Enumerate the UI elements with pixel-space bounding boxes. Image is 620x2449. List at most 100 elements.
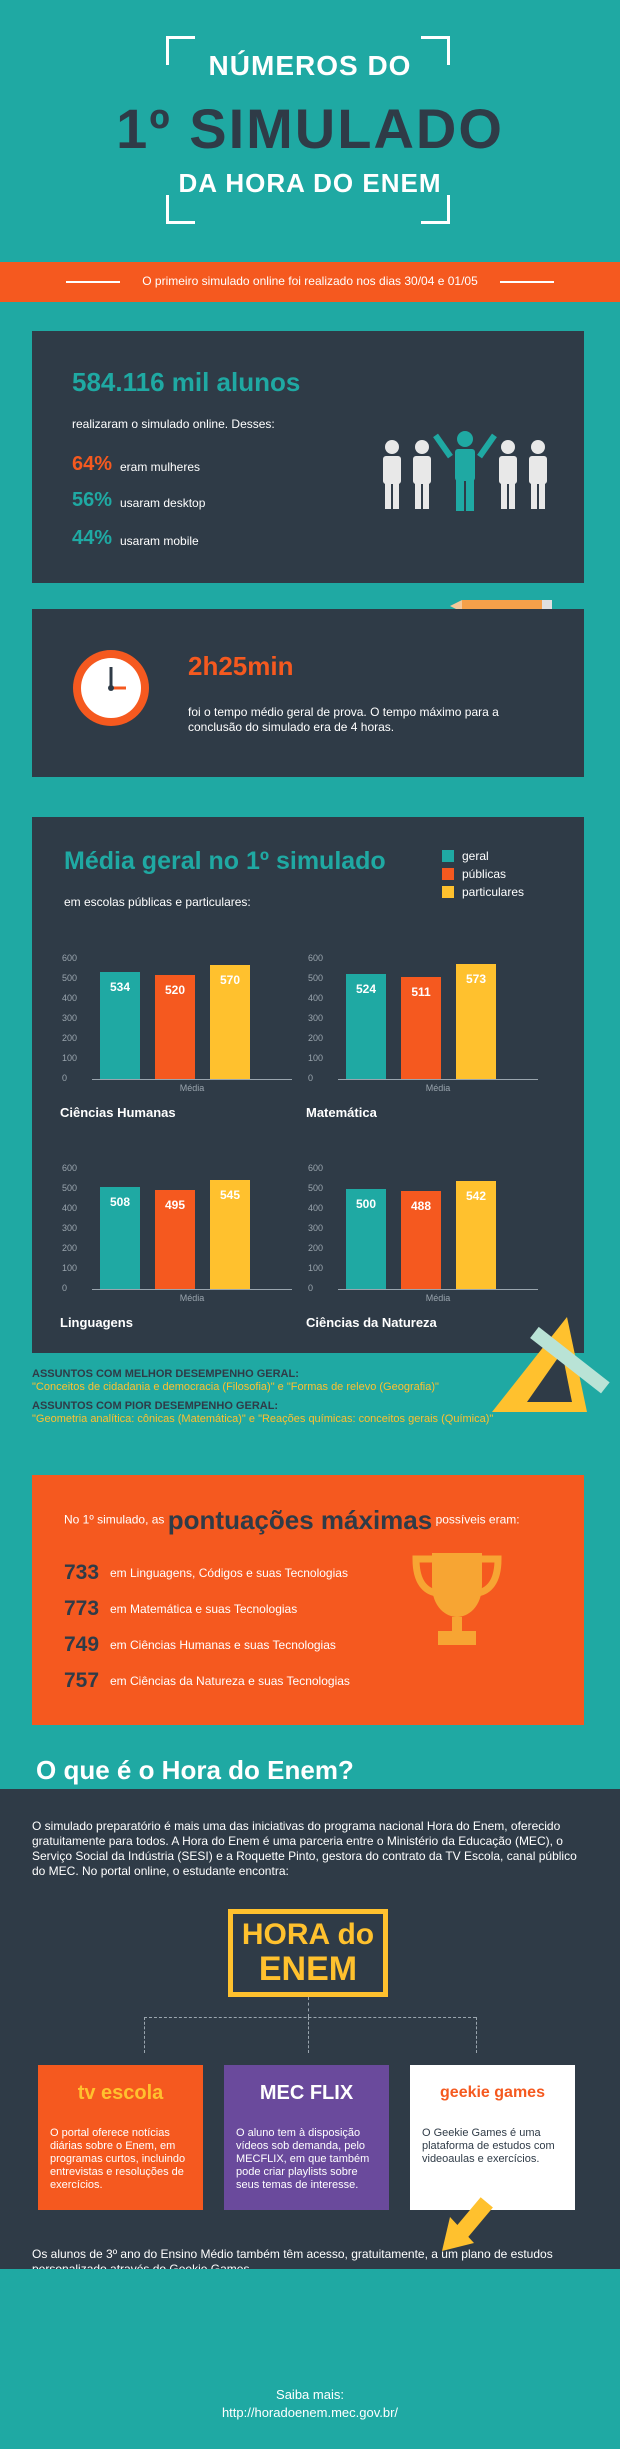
x-tick-label: Média bbox=[425, 1083, 451, 1093]
bar-value-label: 488 bbox=[410, 1199, 432, 1214]
x-axis bbox=[92, 1289, 292, 1290]
y-tick-label: 500 bbox=[308, 973, 324, 983]
bar: 573 bbox=[456, 964, 496, 1079]
students-headline: 584.116 mil alunos bbox=[72, 367, 301, 397]
max-score-item: 749 em Ciências Humanas e suas Tecnologia… bbox=[64, 1633, 336, 1656]
y-tick-label: 400 bbox=[62, 993, 78, 1003]
bar-value-label: 542 bbox=[465, 1188, 487, 1203]
time-headline: 2h25min bbox=[188, 651, 294, 681]
partner-name: MEC FLIX bbox=[259, 2081, 354, 2104]
y-tick-label: 200 bbox=[62, 1033, 78, 1043]
bar: 524 bbox=[346, 974, 386, 1079]
max-scores-highlight: pontuações máximas bbox=[167, 1505, 433, 1535]
trophy-icon bbox=[412, 1553, 502, 1645]
max-scores-intro: No 1º simulado, as pontuações máximas po… bbox=[64, 1505, 520, 1535]
date-band: O primeiro simulado online foi realizado… bbox=[0, 262, 620, 302]
partner-text: O Geekie Games é uma plataforma de estud… bbox=[422, 2127, 555, 2165]
partner-name: tv escola bbox=[77, 2081, 164, 2104]
chart-title: Linguagens bbox=[60, 1315, 133, 1330]
partner-mecflix: MEC FLIX O aluno tem à disposição vídeos… bbox=[224, 2065, 389, 2210]
hora-do-enem-logo: HORA do ENEM bbox=[228, 1909, 388, 1997]
bar-value-label: 570 bbox=[219, 973, 241, 987]
time-card: 2h25min foi o tempo médio geral de prova… bbox=[32, 609, 584, 777]
y-tick-label: 500 bbox=[62, 973, 78, 983]
bar-value-label: 511 bbox=[411, 984, 431, 999]
y-tick-label: 500 bbox=[308, 1183, 324, 1193]
max-score-item: 733 em Linguagens, Códigos e suas Tecnolo… bbox=[64, 1561, 348, 1584]
x-tick-label: Média bbox=[179, 1083, 205, 1093]
students-card: 584.116 mil alunos realizaram o simulado… bbox=[32, 331, 584, 583]
y-tick-label: 400 bbox=[308, 993, 324, 1003]
y-tick-label: 600 bbox=[62, 953, 78, 963]
y-tick-label: 0 bbox=[62, 1073, 68, 1083]
max-scores-list: 733 em Linguagens, Códigos e suas Tecnolo… bbox=[64, 1555, 424, 1699]
stat-value-women: 64% bbox=[72, 453, 113, 475]
partner-geekie-games: geekie games O Geekie Games é uma plataf… bbox=[410, 2065, 575, 2210]
footer-url[interactable]: http://horadoenem.mec.gov.br/ bbox=[221, 2405, 399, 2420]
legend-publicas: públicas bbox=[442, 865, 524, 883]
y-tick-label: 300 bbox=[308, 1223, 324, 1233]
header-line-3: DA HORA DO ENEM bbox=[178, 168, 442, 198]
bar: 488 bbox=[401, 1191, 441, 1289]
partner-text: O aluno tem à disposição vídeos sob dema… bbox=[236, 2127, 370, 2191]
y-tick-label: 300 bbox=[308, 1013, 324, 1023]
stat-value-mobile: 44% bbox=[72, 527, 113, 549]
bar: 542 bbox=[456, 1180, 496, 1289]
stat-label-mobile: usaram mobile bbox=[120, 534, 199, 548]
connector-line bbox=[144, 2017, 476, 2018]
y-tick-label: 600 bbox=[308, 953, 324, 963]
legend-particulares: particulares bbox=[442, 883, 524, 901]
legend-geral: geral bbox=[442, 847, 524, 865]
arrow-icon bbox=[442, 2197, 493, 2251]
averages-card: Média geral no 1º simulado em escolas pú… bbox=[32, 817, 610, 1412]
bar: 520 bbox=[155, 975, 195, 1079]
stat-label-desktop: usaram desktop bbox=[120, 496, 206, 510]
bar: 511 bbox=[401, 976, 441, 1079]
bar-value-label: 500 bbox=[355, 1197, 377, 1211]
averages-title: Média geral no 1º simulado bbox=[64, 847, 386, 875]
about-text: O simulado preparatório é mais uma das i… bbox=[32, 1819, 577, 1878]
bar-value-label: 524 bbox=[355, 982, 377, 997]
bar: 570 bbox=[210, 965, 250, 1079]
bar: 500 bbox=[346, 1189, 386, 1289]
connector-line bbox=[308, 2017, 309, 2053]
about-section: O simulado preparatório é mais uma das i… bbox=[0, 1789, 620, 2276]
bar: 534 bbox=[100, 972, 140, 1079]
bar-value-label: 520 bbox=[164, 983, 186, 997]
worst-topics-text: "Geometria analítica: cônicas (Matemátic… bbox=[32, 1413, 494, 1425]
averages-subtitle: em escolas públicas e particulares: bbox=[64, 895, 251, 909]
x-tick-label: Média bbox=[425, 1293, 451, 1303]
bar-chart: 0 100 200 300 400 500 600 534 520 570 Média bbox=[62, 953, 302, 1105]
y-tick-label: 400 bbox=[308, 1203, 324, 1213]
about-title: O que é o Hora do Enem? bbox=[36, 1755, 354, 1785]
bar: 508 bbox=[100, 1187, 140, 1289]
students-subtitle: realizaram o simulado online. Desses: bbox=[72, 417, 275, 431]
header-line-1: NÚMEROS DO bbox=[208, 50, 412, 81]
footer-label: Saiba mais: bbox=[276, 2387, 344, 2402]
y-tick-label: 0 bbox=[308, 1283, 314, 1293]
bar-chart: 0 100 200 300 400 500 600 500 488 542 Média bbox=[308, 1163, 548, 1315]
y-tick-label: 500 bbox=[62, 1183, 78, 1193]
stat-label-women: eram mulheres bbox=[120, 460, 201, 474]
y-tick-label: 100 bbox=[62, 1263, 78, 1273]
max-score-item: 773 em Matemática e suas Tecnologias bbox=[64, 1597, 298, 1620]
worst-topics-title: ASSUNTOS COM PIOR DESEMPENHO GERAL: bbox=[32, 1400, 279, 1412]
stat-value-desktop: 56% bbox=[72, 489, 113, 511]
x-axis bbox=[338, 1079, 538, 1080]
chart-title: Ciências Humanas bbox=[60, 1105, 176, 1120]
triangle-ruler-icon bbox=[492, 1317, 610, 1412]
time-text: foi o tempo médio geral de prova. O temp… bbox=[188, 705, 499, 734]
max-score-item: 757 em Ciências da Natureza e suas Tecnol… bbox=[64, 1669, 350, 1692]
connector-line bbox=[476, 2017, 477, 2053]
y-tick-label: 300 bbox=[62, 1013, 78, 1023]
partner-tv-escola: tv escola O portal oferece notícias diár… bbox=[38, 2065, 203, 2210]
y-tick-label: 100 bbox=[62, 1053, 78, 1063]
y-tick-label: 0 bbox=[62, 1283, 68, 1293]
bar-value-label: 495 bbox=[164, 1198, 186, 1212]
y-tick-label: 100 bbox=[308, 1053, 324, 1063]
x-axis bbox=[92, 1079, 292, 1080]
bar-value-label: 573 bbox=[465, 972, 487, 987]
bar-value-label: 508 bbox=[109, 1195, 131, 1210]
bar-chart: 0 100 200 300 400 500 600 508 495 545 Média bbox=[62, 1163, 302, 1315]
